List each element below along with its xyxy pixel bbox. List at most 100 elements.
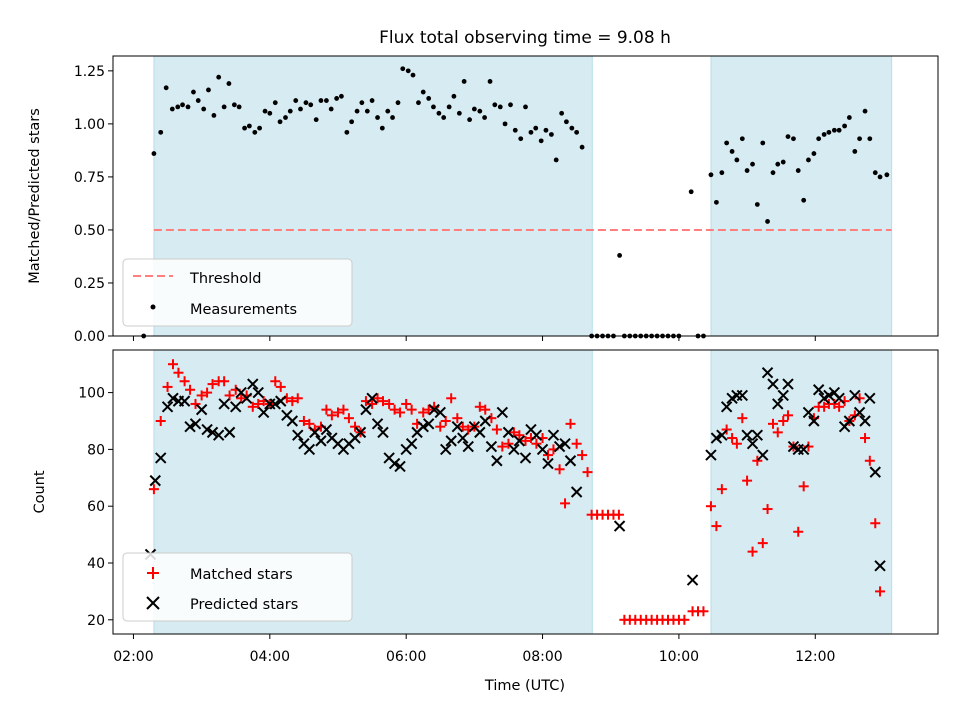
matched-star-point-1 <box>155 416 166 426</box>
matched-star-point-82 <box>613 509 624 520</box>
matched-star-point-130 <box>870 518 881 529</box>
predicted-star-point-77 <box>686 574 699 586</box>
measurement-point-5 <box>180 102 185 108</box>
matched-star-point-102 <box>727 433 738 444</box>
predicted-star-point-56 <box>462 440 474 453</box>
threshold-legend-label: Threshold <box>189 271 261 287</box>
predicted-star-point-59 <box>479 415 491 427</box>
top-x-ticks <box>132 336 816 341</box>
measurement-point-77 <box>549 132 554 137</box>
predicted-star-point-14 <box>223 426 236 439</box>
x-tick-label-2: 06:00 <box>386 649 426 665</box>
measurement-point-67 <box>497 104 503 110</box>
measurement-point-43 <box>375 115 380 120</box>
matched-star-point-129 <box>864 455 875 466</box>
predicted-star-point-54 <box>451 420 464 433</box>
predicted-star-point-71 <box>547 429 560 441</box>
matched-legend-label: Matched stars <box>190 567 293 583</box>
matched-star-point-108 <box>757 538 768 549</box>
matched-star-point-9 <box>202 387 213 398</box>
predicted-star-point-85 <box>741 429 753 441</box>
matched-star-point-44 <box>401 398 412 409</box>
measurements-legend-label: Measurements <box>190 302 297 318</box>
matched-star-point-7 <box>190 398 201 409</box>
bottom-axes-frame <box>112 349 939 635</box>
matched-star-point-47 <box>418 407 429 418</box>
measurement-point-18 <box>246 123 252 129</box>
matched-legend-swatch <box>147 567 159 579</box>
matched-star-point-25 <box>292 393 303 404</box>
matched-star-point-109 <box>762 504 773 515</box>
matched-star-point-101 <box>721 424 732 435</box>
matched-star-point-39 <box>372 393 383 404</box>
predicted-star-point-93 <box>782 378 794 390</box>
measurement-point-47 <box>395 100 401 106</box>
top-y-tick-label-4: 1.00 <box>74 117 105 133</box>
predicted-star-point-7 <box>184 420 196 433</box>
measurement-point-15 <box>231 102 237 108</box>
measurement-point-108 <box>729 149 735 154</box>
measurement-point-10 <box>206 87 211 93</box>
predicted-star-point-64 <box>508 443 520 456</box>
predicted-star-point-19 <box>252 386 264 399</box>
matched-star-point-75 <box>577 450 588 461</box>
predicted-star-point-110 <box>869 466 881 478</box>
matched-star-point-33 <box>338 404 349 415</box>
measurement-point-106 <box>719 170 725 176</box>
matched-star-point-0 <box>148 484 159 495</box>
predicted-star-point-26 <box>292 429 304 441</box>
measurement-point-44 <box>379 125 385 131</box>
top-y-tick-label-1: 0.25 <box>74 276 105 292</box>
measurement-point-39 <box>354 108 360 114</box>
measurement-point-41 <box>364 108 370 114</box>
measurement-point-19 <box>252 129 258 135</box>
matched-star-point-128 <box>860 433 871 444</box>
chart-title: Flux total observing time = 9.08 h <box>379 28 671 48</box>
predicted-star-point-12 <box>212 429 225 441</box>
measurement-point-25 <box>283 115 288 120</box>
measurement-point-36 <box>339 93 344 99</box>
predicted-star-point-4 <box>167 392 179 404</box>
x-tick-label-3: 08:00 <box>522 649 562 665</box>
matched-star-point-5 <box>179 376 190 387</box>
matched-star-point-41 <box>384 398 395 409</box>
measurement-point-42 <box>369 98 375 103</box>
matched-star-point-31 <box>326 410 337 421</box>
matched-star-point-26 <box>298 416 309 426</box>
matched-star-point-40 <box>378 396 388 407</box>
measurement-point-66 <box>492 102 498 108</box>
predicted-star-point-68 <box>530 429 543 441</box>
measurement-point-57 <box>446 104 452 110</box>
measurement-point-71 <box>518 136 524 142</box>
measurement-point-73 <box>528 129 534 135</box>
predicted-star-point-108 <box>859 415 871 427</box>
predicted-star-point-70 <box>542 457 554 470</box>
matched-star-point-94 <box>679 614 690 625</box>
measurement-point-22 <box>267 110 273 116</box>
predicted-star-point-1 <box>149 474 161 487</box>
predicted-star-point-78 <box>705 449 717 461</box>
predicted-star-point-43 <box>388 457 401 470</box>
top-panel: 0.00 0.25 0.50 0.75 1.00 1.25 Matched/Predict… <box>27 55 939 345</box>
matched-star-point-98 <box>705 501 716 512</box>
matched-star-point-38 <box>367 398 378 409</box>
measurement-point-30 <box>308 102 314 108</box>
measurement-point-49 <box>405 68 411 74</box>
bottom-legend: Matched stars Predicted stars <box>122 552 353 622</box>
predicted-star-point-60 <box>485 440 498 453</box>
predicted-star-point-58 <box>474 426 486 439</box>
measurement-point-12 <box>216 74 222 80</box>
measurement-point-14 <box>226 81 232 86</box>
matched-star-point-113 <box>783 410 793 421</box>
measurement-point-69 <box>508 102 513 108</box>
predicted-star-point-46 <box>405 438 418 450</box>
matched-star-point-15 <box>236 393 247 404</box>
measurement-point-101 <box>688 189 694 195</box>
measurement-point-13 <box>221 104 227 110</box>
measurement-point-68 <box>502 121 508 127</box>
top-axes-frame <box>112 55 939 337</box>
bottom-y-tick-label-1: 40 <box>87 556 105 572</box>
predicted-star-point-98 <box>808 415 820 427</box>
measurement-point-55 <box>436 110 442 116</box>
matched-star-point-69 <box>543 450 553 461</box>
